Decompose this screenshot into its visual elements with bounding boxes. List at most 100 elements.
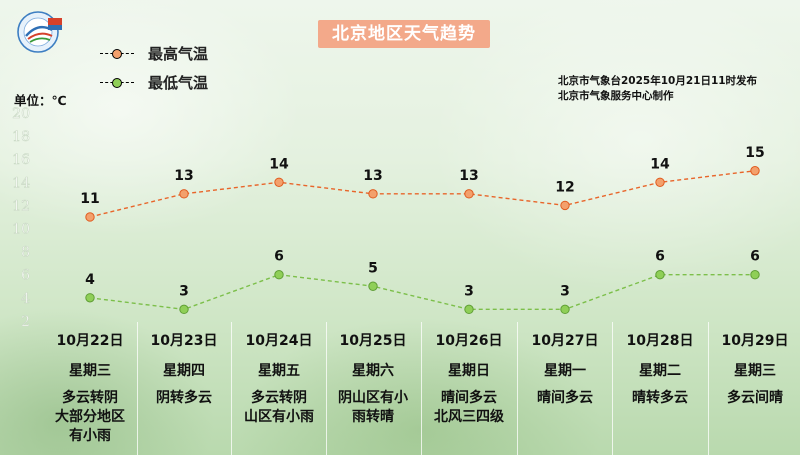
point-min-0 bbox=[85, 293, 95, 303]
point-min-6 bbox=[655, 270, 665, 280]
day-date: 10月28日 bbox=[626, 333, 694, 349]
point-min-3 bbox=[368, 281, 378, 291]
y-tick-label: 12 bbox=[12, 198, 30, 214]
data-label-max-4: 13 bbox=[459, 168, 478, 184]
y-tick-label: 10 bbox=[12, 222, 30, 238]
day-column-7: 10月29日 星期三多云间晴 bbox=[709, 330, 800, 408]
legend-min: 最低气温 bbox=[100, 72, 208, 92]
day-weekday: 星期二 bbox=[639, 363, 681, 379]
data-label-min-6: 6 bbox=[655, 249, 665, 265]
day-weather-line: 多云间晴 bbox=[727, 390, 783, 406]
day-weekday: 星期五 bbox=[258, 363, 300, 379]
column-separator bbox=[517, 322, 518, 455]
point-min-1 bbox=[179, 304, 189, 315]
day-weather-line: 阴山区有小 bbox=[338, 390, 408, 406]
day-column-6: 10月28日 星期二晴转多云 bbox=[614, 330, 706, 408]
day-date: 10月29日 bbox=[721, 333, 789, 349]
y-tick-label: 20 bbox=[12, 106, 30, 122]
legend-max-line bbox=[100, 48, 134, 59]
day-weather-line: 山区有小雨 bbox=[244, 409, 314, 425]
data-label-min-5: 3 bbox=[560, 283, 570, 299]
day-weekday: 星期三 bbox=[69, 363, 111, 379]
legend-max: 最高气温 bbox=[100, 43, 208, 63]
day-column-0: 10月22日 星期三多云转阴 大部分地区 有小雨 bbox=[44, 330, 136, 446]
y-tick-label: 18 bbox=[12, 129, 30, 145]
point-min-2 bbox=[274, 270, 284, 280]
chart-title: 北京地区天气趋势 bbox=[318, 20, 490, 48]
source-issuer: 北京市气象台2025年10月21日11时发布 bbox=[558, 75, 758, 87]
day-weekday: 星期三 bbox=[734, 363, 776, 379]
day-date: 10月24日 bbox=[245, 333, 313, 349]
point-max-1 bbox=[179, 189, 189, 199]
legend-max-label: 最高气温 bbox=[148, 44, 209, 63]
day-weather-line: 阴转多云 bbox=[156, 390, 212, 406]
day-weather: 阴转多云 bbox=[138, 389, 230, 408]
point-max-5 bbox=[560, 200, 570, 211]
day-weather: 晴间多云 bbox=[519, 389, 611, 408]
point-max-7 bbox=[750, 166, 760, 176]
data-label-max-2: 14 bbox=[269, 156, 289, 172]
day-weather: 晴转多云 bbox=[614, 389, 706, 408]
point-min-7 bbox=[750, 270, 760, 280]
y-tick-label: 2 bbox=[21, 314, 30, 330]
day-column-5: 10月27日 星期一晴间多云 bbox=[519, 330, 611, 408]
day-weather-line: 晴间多云 bbox=[537, 390, 593, 406]
y-tick-label: 14 bbox=[12, 175, 30, 191]
data-label-max-6: 14 bbox=[650, 156, 670, 172]
point-max-3 bbox=[368, 189, 378, 199]
column-separator bbox=[421, 322, 422, 455]
unit-label: 单位：℃ bbox=[14, 93, 67, 108]
data-label-min-7: 6 bbox=[750, 249, 760, 265]
y-tick-label: 6 bbox=[21, 268, 30, 284]
day-weekday: 星期四 bbox=[163, 363, 205, 379]
data-label-min-3: 5 bbox=[368, 260, 378, 276]
day-weekday: 星期六 bbox=[352, 363, 394, 379]
source-info: 北京市气象台2025年10月21日11时发布 北京市气象服务中心制作 bbox=[558, 74, 757, 104]
point-min-4 bbox=[464, 304, 474, 315]
data-label-max-1: 13 bbox=[174, 168, 193, 184]
legend-min-line bbox=[100, 77, 134, 88]
day-weather: 阴山区有小 雨转晴 bbox=[327, 389, 419, 427]
day-date: 10月23日 bbox=[150, 333, 218, 349]
point-max-4 bbox=[464, 189, 474, 199]
data-label-min-1: 3 bbox=[179, 283, 189, 299]
day-column-1: 10月23日 星期四阴转多云 bbox=[138, 330, 230, 408]
data-label-max-3: 13 bbox=[363, 168, 382, 184]
data-label-min-4: 3 bbox=[464, 283, 474, 299]
day-weather-line: 晴转多云 bbox=[632, 390, 688, 406]
column-separator bbox=[231, 322, 232, 455]
legend-min-marker bbox=[112, 77, 122, 88]
point-max-2 bbox=[274, 177, 284, 188]
day-date: 10月27日 bbox=[531, 333, 599, 349]
column-separator bbox=[708, 322, 709, 455]
legend-min-label: 最低气温 bbox=[148, 73, 209, 92]
point-max-0 bbox=[85, 212, 95, 222]
series-line-min bbox=[89, 273, 755, 311]
day-column-3: 10月25日 星期六阴山区有小 雨转晴 bbox=[327, 330, 419, 427]
day-weather: 晴间多云 北风三四级 bbox=[423, 389, 515, 427]
column-separator bbox=[612, 322, 613, 455]
day-weekday: 星期日 bbox=[448, 363, 490, 379]
legend-max-marker bbox=[112, 48, 122, 59]
day-date: 10月22日 bbox=[56, 333, 124, 349]
day-weather: 多云转阴 山区有小雨 bbox=[233, 389, 325, 427]
series-line-max bbox=[89, 170, 756, 218]
day-weather-line: 北风三四级 bbox=[434, 409, 504, 425]
data-label-min-0: 4 bbox=[85, 272, 95, 288]
point-max-6 bbox=[655, 177, 665, 188]
y-tick-label: 8 bbox=[21, 245, 30, 261]
column-separator bbox=[326, 322, 327, 455]
day-column-4: 10月26日 星期日 晴间多云 北风三四级 bbox=[423, 330, 515, 427]
day-weather: 多云间晴 bbox=[709, 389, 800, 408]
cma-logo-icon bbox=[17, 11, 62, 53]
day-date: 10月25日 bbox=[339, 333, 407, 349]
day-weather-line: 多云转阴 bbox=[251, 390, 307, 406]
point-min-5 bbox=[560, 304, 570, 315]
y-tick-label: 4 bbox=[21, 291, 30, 307]
y-tick-label: 16 bbox=[12, 152, 30, 168]
column-separator bbox=[137, 322, 138, 455]
day-weather: 多云转阴 大部分地区 有小雨 bbox=[44, 389, 136, 446]
day-weekday: 星期一 bbox=[544, 363, 586, 379]
day-column-2: 10月24日 星期五多云转阴山区有小雨 bbox=[233, 330, 325, 427]
